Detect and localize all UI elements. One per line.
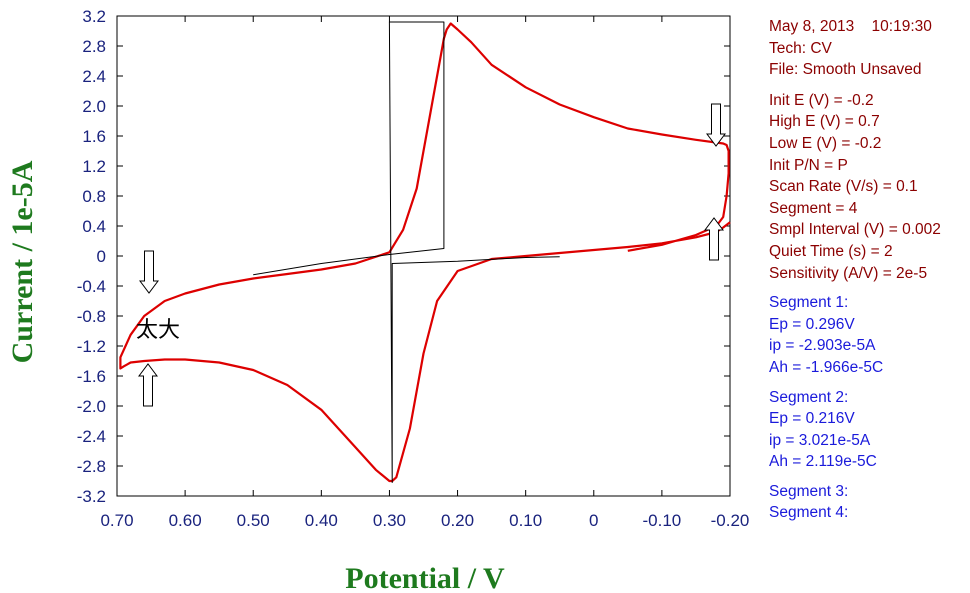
file-line: File: Smooth Unsaved — [769, 61, 922, 79]
param-line: Sensitivity (A/V) = 2e-5 — [769, 264, 928, 282]
segment-2-ip: ip = 3.021e-5A — [769, 431, 871, 449]
y-tick-label: 1.2 — [82, 157, 106, 176]
segment-4-title: Segment 4: — [769, 504, 849, 522]
datetime-line: May 8, 2013 10:19:30 — [769, 16, 941, 38]
param-line: Init E (V) = -0.2 — [769, 91, 874, 109]
arrow-up-icon — [138, 363, 158, 407]
y-ticks: 3.2 2.8 2.4 2.0 1.6 1.2 0.8 0.4 0 -0.4 -0.8 -1.2 -1.… — [77, 7, 730, 506]
tech-line: Tech: CV — [769, 39, 832, 57]
y-tick-label: -3.2 — [77, 487, 106, 506]
y-tick-label: 0.8 — [82, 187, 106, 206]
x-tick-label: 0.60 — [169, 511, 202, 530]
time-text: 10:19:30 — [871, 18, 932, 35]
y-tick-label: 2.8 — [82, 37, 106, 56]
y-tick-label: -1.6 — [77, 367, 106, 386]
cjk-annotation: 太大 — [136, 318, 180, 343]
x-tick-label: 0.50 — [237, 511, 270, 530]
segment-1-ah: Ah = -1.966e-5C — [769, 358, 884, 376]
info-panel: May 8, 2013 10:19:30 Tech: CV File: Smoo… — [769, 16, 941, 524]
segment-1-title: Segment 1: — [769, 294, 849, 312]
x-tick-label: 0 — [589, 511, 598, 530]
x-tick-label: 0.30 — [373, 511, 406, 530]
segment-1-ip: ip = -2.903e-5A — [769, 337, 876, 355]
param-line: High E (V) = 0.7 — [769, 113, 880, 131]
y-tick-label: -0.8 — [77, 307, 106, 326]
series-group — [119, 21, 731, 483]
x-tick-label: -0.10 — [643, 511, 682, 530]
param-line: Smpl Interval (V) = 0.002 — [769, 221, 941, 239]
plot-border — [116, 15, 731, 497]
cv-reference-line — [253, 21, 560, 483]
y-tick-label: 3.2 — [82, 7, 106, 26]
arrow-down-icon — [706, 103, 726, 147]
arrow-down-icon — [139, 250, 159, 294]
y-tick-label: -2.8 — [77, 457, 106, 476]
y-tick-label: -2.0 — [77, 397, 106, 416]
segment-1-ep: Ep = 0.296V — [769, 315, 855, 333]
y-tick-label: 1.6 — [82, 127, 106, 146]
param-line: Quiet Time (s) = 2 — [769, 242, 893, 260]
x-tick-label: 0.10 — [509, 511, 542, 530]
arrow-markers — [138, 103, 726, 407]
segment-2-ah: Ah = 2.119e-5C — [769, 453, 877, 471]
param-line: Scan Rate (V/s) = 0.1 — [769, 178, 918, 196]
param-line: Segment = 4 — [769, 199, 858, 217]
x-tick-label: 0.20 — [441, 511, 474, 530]
arrow-up-icon — [704, 217, 724, 261]
x-axis-title: Potential / V — [345, 562, 505, 593]
param-line: Low E (V) = -0.2 — [769, 134, 882, 152]
y-tick-label: 2.4 — [82, 67, 106, 86]
plot-frame — [116, 15, 731, 497]
y-tick-label: -0.4 — [77, 277, 106, 296]
y-tick-label: -2.4 — [77, 427, 106, 446]
x-ticks: 0.70 0.60 0.50 0.40 0.30 0.20 0.10 0 -0.10 -0.20 — [100, 16, 749, 530]
y-tick-label: 2.0 — [82, 97, 106, 116]
date-text: May 8, 2013 — [769, 18, 855, 35]
x-tick-label: 0.40 — [305, 511, 338, 530]
y-tick-label: 0.4 — [82, 217, 106, 236]
param-line: Init P/N = P — [769, 156, 848, 174]
x-tick-label: 0.70 — [100, 511, 133, 530]
segment-2-title: Segment 2: — [769, 388, 849, 406]
y-tick-label: -1.2 — [77, 337, 106, 356]
y-axis-title: Current / 1e-5A — [6, 160, 39, 363]
y-tick-label: 0 — [97, 247, 106, 266]
segment-2-ep: Ep = 0.216V — [769, 410, 855, 428]
x-tick-label: -0.20 — [711, 511, 750, 530]
cv-curve-red — [119, 22, 731, 483]
segment-3-title: Segment 3: — [769, 482, 849, 500]
